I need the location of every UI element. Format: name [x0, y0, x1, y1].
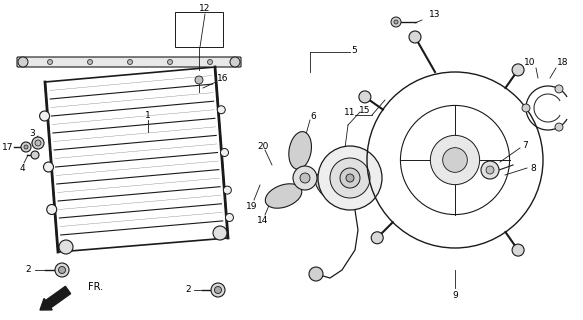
Circle shape: [512, 244, 524, 256]
Ellipse shape: [289, 132, 311, 169]
Text: 20: 20: [257, 141, 269, 150]
Circle shape: [394, 20, 398, 24]
FancyBboxPatch shape: [17, 57, 241, 67]
Circle shape: [512, 64, 524, 76]
Text: 5: 5: [351, 45, 357, 54]
Circle shape: [87, 60, 93, 65]
Circle shape: [44, 162, 54, 172]
Circle shape: [430, 135, 480, 185]
Circle shape: [220, 148, 229, 156]
Text: 3: 3: [29, 129, 35, 138]
Text: 1: 1: [145, 110, 151, 119]
Text: 17: 17: [2, 142, 14, 151]
Ellipse shape: [315, 173, 347, 203]
Circle shape: [223, 186, 231, 194]
Circle shape: [309, 267, 323, 281]
Text: 2: 2: [25, 266, 31, 275]
Text: 9: 9: [452, 292, 458, 300]
Circle shape: [40, 111, 50, 121]
Circle shape: [213, 226, 227, 240]
Text: 15: 15: [359, 106, 371, 115]
Text: 13: 13: [429, 10, 441, 19]
Text: 11: 11: [344, 108, 356, 116]
Ellipse shape: [265, 184, 302, 208]
Text: 8: 8: [530, 164, 536, 172]
Text: FR.: FR.: [88, 282, 103, 292]
Circle shape: [55, 263, 69, 277]
Circle shape: [340, 168, 360, 188]
Text: 18: 18: [557, 58, 569, 67]
Circle shape: [47, 60, 52, 65]
Circle shape: [409, 31, 421, 43]
Circle shape: [481, 161, 499, 179]
Text: 10: 10: [524, 58, 536, 67]
Circle shape: [58, 267, 65, 274]
Circle shape: [32, 137, 44, 149]
Circle shape: [230, 57, 240, 67]
Circle shape: [300, 173, 310, 183]
Circle shape: [128, 60, 132, 65]
Circle shape: [555, 123, 563, 131]
Circle shape: [391, 17, 401, 27]
Circle shape: [318, 146, 382, 210]
Circle shape: [208, 60, 212, 65]
Circle shape: [293, 166, 317, 190]
Text: 4: 4: [19, 164, 25, 172]
Circle shape: [555, 85, 563, 93]
Circle shape: [35, 140, 41, 146]
Circle shape: [442, 148, 468, 172]
Circle shape: [330, 158, 370, 198]
Circle shape: [346, 174, 354, 182]
Text: 2: 2: [185, 285, 191, 294]
Text: 12: 12: [199, 4, 210, 12]
Text: 14: 14: [257, 215, 269, 225]
Circle shape: [21, 142, 31, 152]
Circle shape: [211, 283, 225, 297]
Circle shape: [359, 91, 371, 103]
Text: 16: 16: [217, 74, 229, 83]
Circle shape: [486, 166, 494, 174]
Circle shape: [226, 213, 233, 221]
Circle shape: [31, 151, 39, 159]
Circle shape: [18, 57, 28, 67]
Circle shape: [59, 240, 73, 254]
Circle shape: [47, 204, 57, 214]
Circle shape: [522, 104, 530, 112]
Bar: [175, 12, 223, 47]
Circle shape: [217, 106, 225, 114]
Text: 7: 7: [522, 140, 528, 149]
Circle shape: [215, 286, 222, 293]
Circle shape: [371, 232, 383, 244]
Circle shape: [24, 145, 28, 149]
Text: 19: 19: [246, 202, 258, 211]
FancyArrow shape: [40, 286, 71, 310]
Circle shape: [195, 76, 203, 84]
Text: 6: 6: [310, 111, 316, 121]
Circle shape: [167, 60, 173, 65]
